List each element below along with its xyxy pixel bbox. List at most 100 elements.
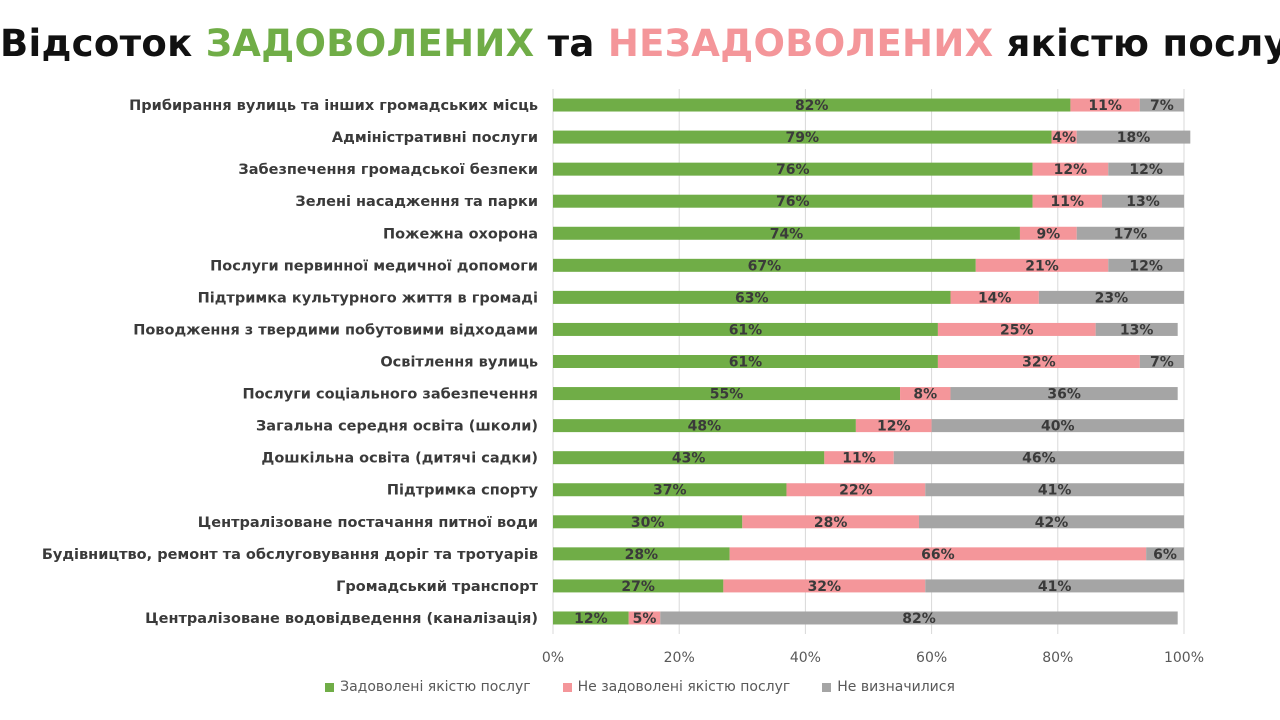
- data-label-satisfied: 28%: [625, 547, 659, 563]
- data-label-unsatisfied: 14%: [978, 290, 1012, 306]
- bar-segment-unsatisfied: [975, 258, 1109, 272]
- data-label-satisfied: 27%: [621, 579, 655, 595]
- data-label-undecided: 41%: [1038, 483, 1072, 499]
- data-label-undecided: 18%: [1117, 130, 1151, 146]
- bar-segment-unsatisfied: [937, 355, 1140, 368]
- data-label-satisfied: 37%: [653, 483, 687, 499]
- data-label-satisfied: 43%: [672, 451, 706, 467]
- bar-segment-satisfied: [553, 322, 938, 336]
- bar-segment-satisfied: [553, 258, 976, 272]
- data-label-undecided: 36%: [1047, 387, 1081, 403]
- legend-swatch-unsatisfied: [562, 682, 572, 692]
- data-label-unsatisfied: 9%: [1036, 226, 1060, 242]
- bar-segment-undecided: [893, 451, 1184, 465]
- data-label-unsatisfied: 8%: [913, 387, 937, 403]
- bar-segment-satisfied: [553, 547, 730, 561]
- bar-segment-satisfied: [553, 483, 787, 497]
- bar-segment-satisfied: [553, 387, 901, 401]
- category-label: Зелені насадження та парки: [295, 194, 538, 210]
- bar-segment-unsatisfied: [729, 547, 1147, 561]
- bar-segment-undecided: [1101, 194, 1184, 208]
- data-label-satisfied: 82%: [795, 98, 829, 114]
- bar-segment-unsatisfied: [1051, 130, 1077, 144]
- data-label-unsatisfied: 32%: [1022, 355, 1056, 371]
- bar-segment-unsatisfied: [937, 322, 1096, 336]
- legend-item-unsatisfied: Не задоволені якістю послуг: [562, 679, 790, 695]
- category-label: Адміністративні послуги: [332, 130, 538, 146]
- title-unsatisfied-word: НЕЗАДОВОЛЕНИХ: [607, 22, 994, 65]
- data-label-satisfied: 67%: [748, 258, 782, 274]
- data-label-satisfied: 30%: [631, 515, 665, 531]
- data-label-unsatisfied: 5%: [633, 611, 657, 627]
- data-label-unsatisfied: 12%: [877, 419, 911, 435]
- bar-segment-undecided: [1139, 98, 1184, 112]
- bar-segment-unsatisfied: [855, 419, 932, 433]
- bar-segment-undecided: [1076, 226, 1184, 240]
- x-tick-label-2: 40%: [790, 650, 821, 666]
- x-tick-label-0: 0%: [542, 650, 564, 666]
- data-label-satisfied: 76%: [776, 194, 810, 210]
- data-label-satisfied: 12%: [574, 611, 608, 627]
- category-label: Забезпечення громадської безпеки: [238, 162, 538, 178]
- category-label: Пожежна охорона: [383, 226, 538, 242]
- bar-segment-unsatisfied: [1032, 162, 1109, 176]
- bar-segment-satisfied: [553, 98, 1071, 112]
- data-label-unsatisfied: 28%: [814, 515, 848, 531]
- category-label: Будівництво, ремонт та обслуговування до…: [42, 547, 538, 563]
- data-label-undecided: 13%: [1126, 194, 1160, 210]
- title-satisfied-word: ЗАДОВОЛЕНИХ: [205, 22, 535, 65]
- category-label: Прибирання вулиць та інших громадських м…: [129, 98, 538, 114]
- bar-segment-undecided: [1038, 290, 1184, 304]
- chart-legend: Задоволені якістю послуг Не задоволені я…: [0, 679, 1280, 695]
- data-label-unsatisfied: 66%: [921, 547, 955, 563]
- data-label-satisfied: 61%: [729, 355, 763, 371]
- bar-segment-satisfied: [553, 130, 1052, 144]
- bar-segment-unsatisfied: [1019, 226, 1077, 240]
- bar-segment-unsatisfied: [742, 515, 919, 529]
- category-label: Послуги первинної медичної допомоги: [210, 258, 538, 274]
- data-label-unsatisfied: 11%: [842, 451, 876, 467]
- data-label-satisfied: 74%: [770, 226, 804, 242]
- data-label-unsatisfied: 11%: [1088, 98, 1122, 114]
- bar-segment-satisfied: [553, 355, 938, 368]
- data-label-satisfied: 55%: [710, 387, 744, 403]
- x-tick-label-1: 20%: [664, 650, 695, 666]
- data-label-undecided: 41%: [1038, 579, 1072, 595]
- title-part3: та: [547, 22, 595, 65]
- bar-segment-undecided: [925, 579, 1184, 593]
- bar-segment-unsatisfied: [628, 611, 661, 625]
- bar-segment-satisfied: [553, 194, 1033, 208]
- data-label-undecided: 42%: [1035, 515, 1069, 531]
- bar-segment-satisfied: [553, 451, 825, 465]
- data-label-undecided: 23%: [1095, 290, 1129, 306]
- category-label: Підтримка спорту: [387, 483, 539, 499]
- data-label-undecided: 6%: [1153, 547, 1177, 563]
- data-label-satisfied: 79%: [785, 130, 819, 146]
- bar-segment-undecided: [925, 483, 1184, 497]
- legend-item-satisfied: Задоволені якістю послуг: [325, 679, 531, 695]
- data-label-satisfied: 61%: [729, 322, 763, 338]
- bar-segment-undecided: [1076, 130, 1191, 144]
- category-label: Громадський транспорт: [336, 579, 538, 595]
- category-label: Дошкільна освіта (дитячі садки): [261, 451, 538, 467]
- bar-segment-unsatisfied: [950, 290, 1039, 304]
- data-label-satisfied: 76%: [776, 162, 810, 178]
- category-label: Послуги соціального забезпечення: [242, 387, 538, 403]
- category-label: Централізоване водовідведення (каналізац…: [145, 611, 538, 627]
- data-label-undecided: 17%: [1114, 226, 1148, 242]
- x-tick-label-3: 60%: [916, 650, 947, 666]
- category-label: Поводження з твердими побутовими відхода…: [133, 322, 538, 338]
- category-label: Освітлення вулиць: [380, 355, 538, 371]
- data-label-unsatisfied: 4%: [1052, 130, 1076, 146]
- bar-segment-satisfied: [553, 290, 951, 304]
- bar-segment-unsatisfied: [900, 387, 951, 401]
- category-label: Централізоване постачання питної води: [198, 515, 538, 531]
- bar-segment-satisfied: [553, 579, 724, 593]
- data-label-undecided: 13%: [1120, 322, 1154, 338]
- title-part1: Відсоток: [0, 22, 193, 65]
- bar-segment-undecided: [660, 611, 1178, 625]
- bar-segment-undecided: [931, 419, 1184, 433]
- x-tick-label-4: 80%: [1042, 650, 1073, 666]
- legend-swatch-undecided: [822, 682, 832, 692]
- data-label-undecided: 12%: [1129, 258, 1163, 274]
